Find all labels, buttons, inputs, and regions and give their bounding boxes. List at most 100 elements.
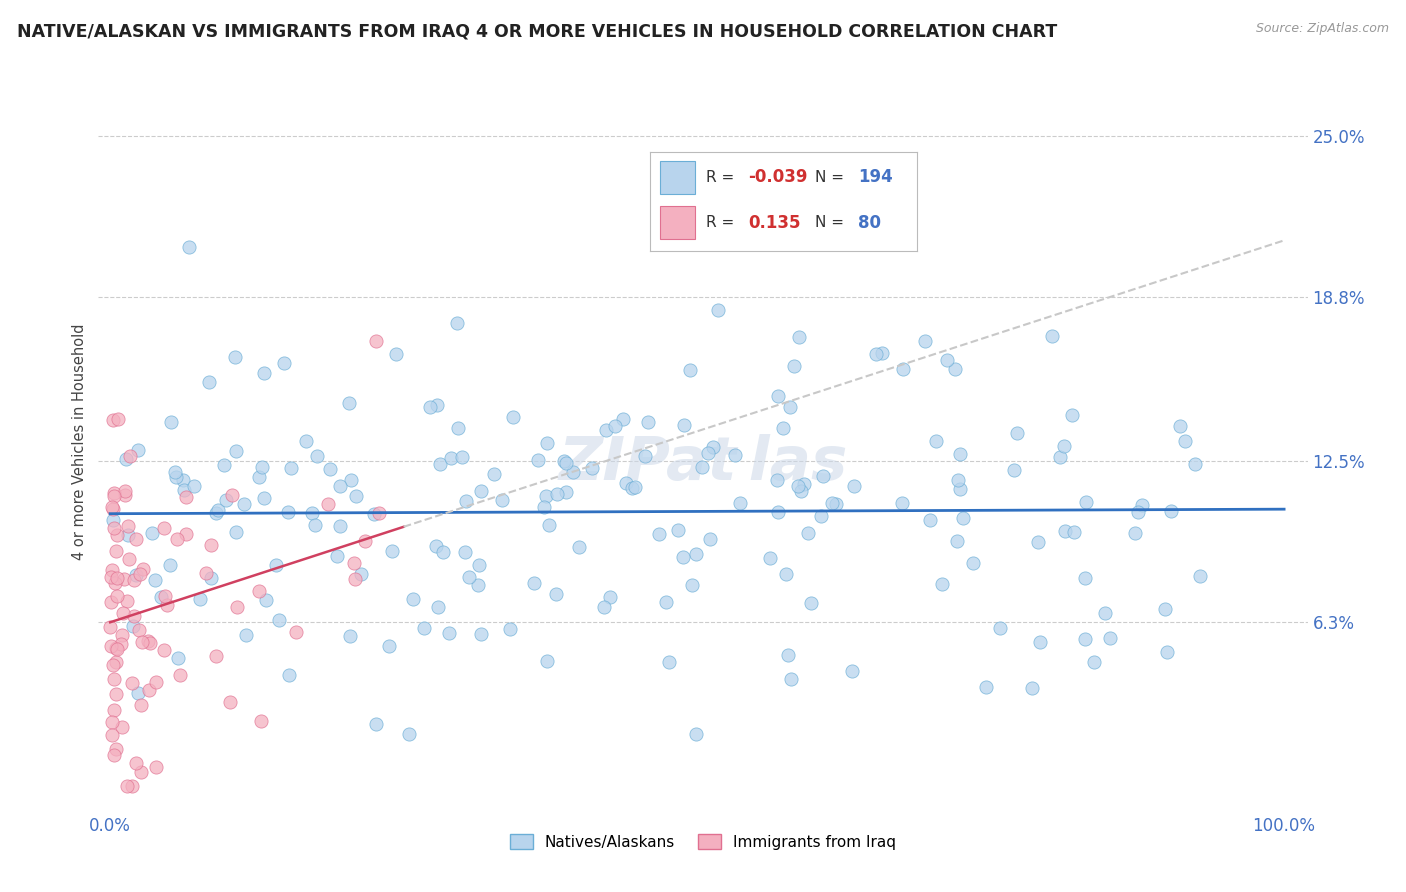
Point <box>252 491 274 505</box>
Point <box>129 698 152 712</box>
Point <box>188 592 211 607</box>
Point <box>949 482 972 496</box>
Point <box>107 412 129 426</box>
Point <box>104 576 127 591</box>
Point <box>800 596 823 610</box>
Point <box>614 476 637 491</box>
Point <box>105 544 128 558</box>
Point <box>555 456 578 470</box>
Legend: Natives/Alaskans, Immigrants from Iraq: Natives/Alaskans, Immigrants from Iraq <box>503 828 903 856</box>
Point <box>446 420 468 434</box>
Point <box>329 478 352 492</box>
Point <box>304 518 326 533</box>
Point <box>707 302 730 317</box>
Point <box>536 489 558 503</box>
Point <box>1049 450 1071 465</box>
Point <box>568 540 591 554</box>
Point <box>247 584 270 599</box>
Point <box>666 523 689 537</box>
Point <box>446 317 468 331</box>
Point <box>949 447 972 461</box>
Point <box>173 483 195 498</box>
Point <box>768 505 790 519</box>
Point <box>793 476 815 491</box>
Point <box>194 566 217 580</box>
Point <box>796 525 818 540</box>
Point <box>974 681 997 695</box>
Point <box>103 672 125 686</box>
Point <box>354 533 377 548</box>
Point <box>200 538 222 552</box>
Text: R =: R = <box>706 215 740 230</box>
Point <box>648 527 671 541</box>
Point <box>105 590 128 604</box>
Point <box>418 400 440 414</box>
Point <box>225 443 247 458</box>
Point <box>790 483 813 498</box>
Point <box>1160 503 1182 517</box>
Point <box>502 410 524 425</box>
Point <box>1099 631 1122 645</box>
Point <box>658 655 681 669</box>
Point <box>103 703 125 717</box>
Point <box>114 452 136 467</box>
Point <box>467 577 489 591</box>
Point <box>398 727 420 741</box>
Point <box>470 626 492 640</box>
Point <box>118 450 141 464</box>
Point <box>127 686 149 700</box>
Point <box>101 513 124 527</box>
Point <box>329 519 352 533</box>
Point <box>920 513 942 527</box>
Point <box>277 667 299 681</box>
Point <box>174 526 197 541</box>
Point <box>172 473 194 487</box>
Point <box>294 434 316 448</box>
Point <box>122 574 145 588</box>
Point <box>454 494 477 508</box>
Point <box>891 496 914 510</box>
Point <box>605 419 627 434</box>
Point <box>205 506 228 520</box>
Point <box>219 695 242 709</box>
Point <box>121 619 143 633</box>
Point <box>624 480 647 494</box>
Point <box>546 587 568 601</box>
Point <box>343 557 366 571</box>
Point <box>105 655 128 669</box>
Point <box>226 600 249 615</box>
Point <box>378 639 401 653</box>
Point <box>775 567 797 582</box>
Point <box>432 545 454 559</box>
Point <box>1094 606 1116 620</box>
Point <box>440 451 463 466</box>
Point <box>1154 602 1177 616</box>
Point <box>117 527 139 541</box>
Point <box>865 347 887 361</box>
Point <box>114 488 136 502</box>
Text: N =: N = <box>815 215 849 230</box>
Point <box>685 547 707 561</box>
Point <box>247 470 270 484</box>
Point <box>349 567 371 582</box>
Point <box>1189 568 1212 582</box>
Point <box>1156 645 1178 659</box>
Point <box>1028 635 1050 649</box>
Point <box>1026 535 1049 549</box>
Point <box>413 622 436 636</box>
Point <box>1053 439 1076 453</box>
Point <box>783 359 806 373</box>
Point <box>536 654 558 668</box>
Point <box>344 489 367 503</box>
Point <box>962 556 984 570</box>
Point <box>103 485 125 500</box>
Point <box>110 637 132 651</box>
Point <box>813 468 835 483</box>
Point <box>1002 463 1025 477</box>
Point <box>425 539 447 553</box>
Point <box>612 411 634 425</box>
Point <box>100 563 122 577</box>
Point <box>943 362 966 376</box>
Point <box>1123 526 1146 541</box>
Point <box>385 347 408 361</box>
